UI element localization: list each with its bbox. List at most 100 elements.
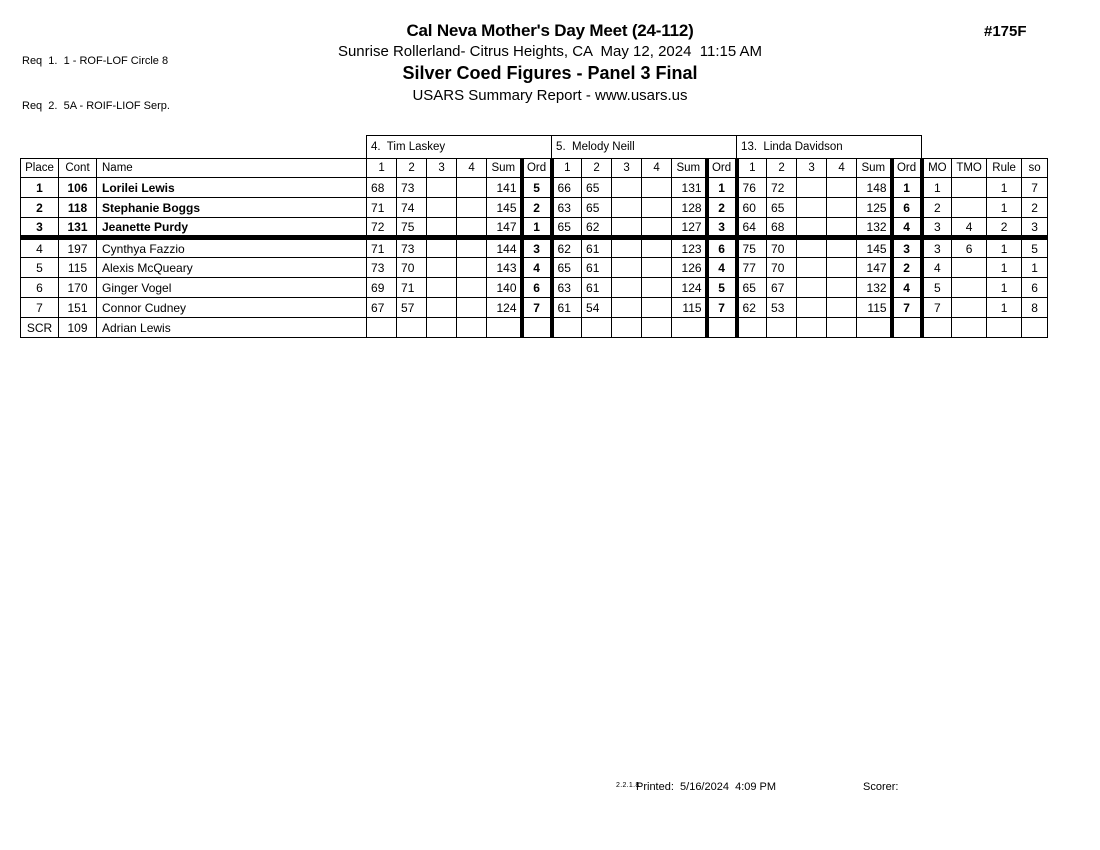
cell-score: 72 (766, 177, 798, 198)
cell-name: Connor Cudney (95, 297, 368, 318)
cell-so (1021, 317, 1049, 338)
cell-score (456, 297, 488, 318)
cell-sum: 144 (486, 237, 523, 258)
cell-score (796, 177, 828, 198)
cell-score (426, 297, 458, 318)
cell-ord: 6 (519, 277, 554, 298)
cell-sum: 131 (671, 177, 708, 198)
cell-rule (986, 317, 1023, 338)
cell-ord: 3 (704, 217, 739, 240)
cell-tmo (951, 277, 988, 298)
cell-score (611, 277, 643, 298)
cell-sum (671, 317, 708, 338)
cell-score (641, 237, 673, 258)
cell-ord: 5 (519, 177, 554, 198)
cell-sum: 132 (856, 277, 893, 298)
cell-score: 61 (551, 297, 583, 318)
cell-score (611, 297, 643, 318)
cell-sum: 115 (856, 297, 893, 318)
cell-place: 3 (20, 217, 59, 240)
cell-score: 65 (551, 217, 583, 240)
cell-mo: 4 (921, 257, 953, 278)
cell-sum: 124 (671, 277, 708, 298)
cell-rule: 1 (986, 237, 1023, 258)
cell-sum: 145 (856, 237, 893, 258)
cell-mo: 2 (921, 197, 953, 218)
cell-place: 2 (20, 197, 59, 218)
cell-place: 7 (20, 297, 59, 318)
results-table: 4. Tim Laskey 5. Melody Neill 13. Linda … (20, 135, 1049, 338)
table-row: 2 118 Stephanie Boggs 71 74 145 2 63 65 128 2 60 65 1… (20, 197, 1049, 218)
cell-score: 65 (736, 277, 768, 298)
cell-name: Jeanette Purdy (95, 217, 368, 240)
judge-header-spacer-left (21, 136, 367, 159)
header-so: so (1021, 158, 1049, 178)
cell-tmo (951, 317, 988, 338)
header-tmo: TMO (951, 158, 988, 178)
cell-score (611, 177, 643, 198)
cell-sum: 147 (486, 217, 523, 240)
cell-score: 65 (581, 197, 613, 218)
cell-name: Alexis McQueary (95, 257, 368, 278)
cell-score: 73 (396, 177, 428, 198)
cell-score (826, 197, 858, 218)
cell-score: 68 (366, 177, 398, 198)
cell-ord: 6 (704, 237, 739, 258)
cell-score (456, 317, 488, 338)
cell-tmo (951, 197, 988, 218)
cell-score (611, 237, 643, 258)
cell-sum (856, 317, 893, 338)
table-row: 3 131 Jeanette Purdy 72 75 147 1 65 62 127 3 64 68 13… (20, 217, 1049, 240)
cell-rule: 1 (986, 197, 1023, 218)
cell-score (426, 177, 458, 198)
header-ord: Ord (889, 158, 924, 178)
cell-score: 60 (736, 197, 768, 218)
cell-ord (889, 317, 924, 338)
cell-score (426, 217, 458, 240)
cell-score (641, 297, 673, 318)
cell-ord: 4 (704, 257, 739, 278)
header-ord: Ord (519, 158, 554, 178)
cell-score: 69 (366, 277, 398, 298)
cell-score: 75 (736, 237, 768, 258)
header-score-2: 2 (581, 158, 613, 178)
event-title: Silver Coed Figures - Panel 3 Final (402, 63, 698, 83)
cell-score: 54 (581, 297, 613, 318)
header-score-4: 4 (641, 158, 673, 178)
requirements-block: Req 1. 1 - ROF-LOF Circle 8 Req 2. 5A - … (22, 24, 170, 129)
header-sum: Sum (671, 158, 708, 178)
cell-score (456, 277, 488, 298)
cell-score (796, 197, 828, 218)
cell-score (426, 197, 458, 218)
cell-tmo (951, 177, 988, 198)
cell-score (641, 257, 673, 278)
cell-score: 63 (551, 277, 583, 298)
cell-score (796, 277, 828, 298)
printed-timestamp: Printed: 5/16/2024 4:09 PM (636, 781, 777, 793)
cell-mo: 1 (921, 177, 953, 198)
cell-score (641, 277, 673, 298)
cell-score: 61 (581, 277, 613, 298)
cell-ord: 5 (704, 277, 739, 298)
cell-ord: 6 (889, 197, 924, 218)
header-score-2: 2 (396, 158, 428, 178)
table-row: 4 197 Cynthya Fazzio 71 73 144 3 62 61 123 6 75 70 14… (20, 237, 1049, 258)
cell-rule: 2 (986, 217, 1023, 240)
cell-rule: 1 (986, 177, 1023, 198)
cell-tmo (951, 297, 988, 318)
cell-cont: 115 (58, 257, 97, 278)
cell-cont: 106 (58, 177, 97, 198)
cell-place: 5 (20, 257, 59, 278)
cell-name: Ginger Vogel (95, 277, 368, 298)
header-score-3: 3 (611, 158, 643, 178)
cell-score: 53 (766, 297, 798, 318)
header-mo: MO (921, 158, 953, 178)
cell-ord: 1 (889, 177, 924, 198)
cell-tmo: 6 (951, 237, 988, 258)
table-row: 5 115 Alexis McQueary 73 70 143 4 65 61 126 4 77 70 1… (20, 257, 1049, 278)
cell-so: 7 (1021, 177, 1049, 198)
cell-score (826, 317, 858, 338)
cell-score: 75 (396, 217, 428, 240)
results-tbody: 1 106 Lorilei Lewis 68 73 141 5 66 65 131 1 76 72 148… (20, 177, 1049, 338)
